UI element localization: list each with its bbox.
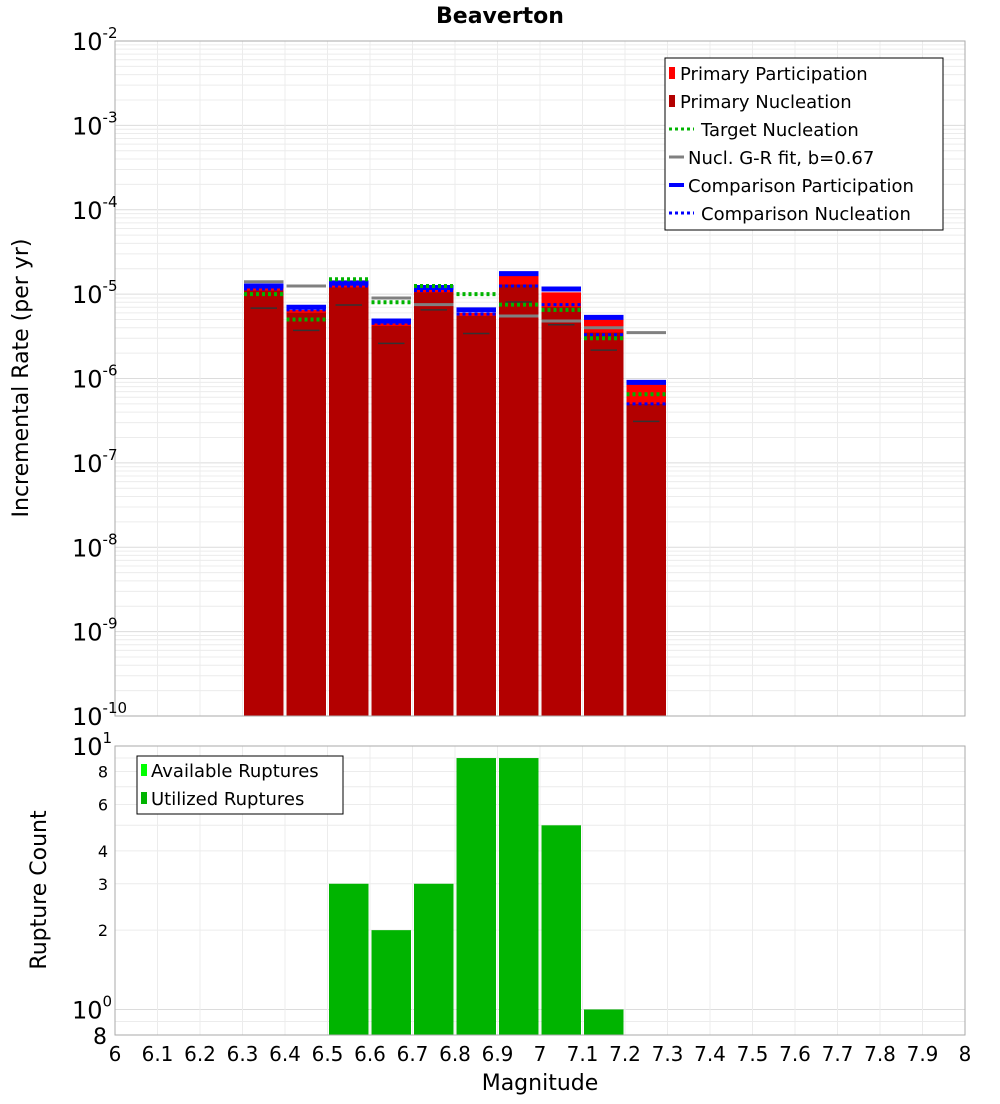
y-tick-label: 10-7 — [72, 446, 118, 478]
legend-label: Primary Nucleation — [680, 92, 852, 113]
bottom-plot-frame — [114, 745, 966, 1036]
bar-primary-nucleation — [244, 290, 284, 716]
y-tick-label: 4 — [98, 842, 108, 861]
x-tick-label: 6.8 — [439, 1042, 471, 1066]
bar-utilized-ruptures — [414, 883, 454, 1035]
legend-label: Utilized Ruptures — [151, 789, 304, 810]
legend-label: Available Ruptures — [151, 761, 319, 782]
x-tick-label: 7.1 — [567, 1042, 599, 1066]
y-tick-label: 10-3 — [72, 108, 118, 140]
bar-primary-nucleation — [329, 287, 369, 716]
bar-primary-nucleation — [456, 316, 496, 716]
top-legend: Primary Participation Primary Nucleation T… — [664, 57, 944, 231]
y-tick-label: 10-2 — [72, 24, 118, 56]
legend-swatch — [141, 764, 147, 776]
y-tick-label: 8 — [93, 1025, 107, 1050]
bar-utilized-ruptures — [499, 758, 539, 1035]
x-tick-label: 6.5 — [312, 1042, 344, 1066]
x-tick-label: 7.6 — [779, 1042, 811, 1066]
x-tick-label: 6.7 — [397, 1042, 429, 1066]
y-tick-label: 10-4 — [72, 193, 118, 225]
top-bars — [244, 275, 666, 716]
x-tick-label: 6.4 — [269, 1042, 301, 1066]
chart-title: Beaverton — [436, 4, 564, 29]
x-tick-label: 7.4 — [694, 1042, 726, 1066]
bar-utilized-ruptures — [584, 1009, 624, 1035]
y-tick-label: 10-9 — [72, 615, 118, 647]
x-tick-label: 6 — [109, 1042, 122, 1066]
bar-utilized-ruptures — [541, 825, 581, 1035]
x-tick-label: 7.9 — [907, 1042, 939, 1066]
bar-primary-nucleation — [541, 307, 581, 716]
x-tick-label: 7.3 — [652, 1042, 684, 1066]
y-tick-label: 10-8 — [72, 530, 118, 562]
x-tick-label: 6.2 — [184, 1042, 216, 1066]
legend-label: Comparison Nucleation — [701, 204, 911, 225]
y-tick-label: 6 — [98, 795, 108, 814]
y-tick-label: 3 — [98, 875, 108, 894]
bar-primary-nucleation — [286, 312, 326, 716]
x-tick-label: 7.2 — [609, 1042, 641, 1066]
x-axis-label: Magnitude — [482, 1071, 599, 1096]
bar-primary-nucleation — [371, 325, 411, 716]
x-tick-label: 6.9 — [482, 1042, 514, 1066]
x-tick-label: 6.6 — [354, 1042, 386, 1066]
x-tick-label: 6.3 — [227, 1042, 259, 1066]
bottom-y-axis-label: Rupture Count — [27, 810, 52, 970]
legend-label: Nucl. G-R fit, b=0.67 — [688, 148, 874, 169]
x-tick-label: 7 — [534, 1042, 547, 1066]
top-lines — [244, 271, 666, 423]
y-tick-label: 10-5 — [72, 277, 118, 309]
bar-utilized-ruptures — [371, 930, 411, 1035]
legend-swatch — [669, 95, 675, 107]
legend-box — [664, 57, 944, 231]
legend-swatch — [669, 67, 675, 79]
bar-primary-nucleation — [584, 332, 624, 716]
bar-utilized-ruptures — [456, 758, 496, 1035]
legend-swatch — [141, 792, 147, 804]
x-tick-label: 7.5 — [737, 1042, 769, 1066]
x-tick-label: 8 — [959, 1042, 972, 1066]
bottom-bars — [329, 758, 624, 1035]
y-tick-label: 101 — [72, 729, 112, 761]
bar-primary-nucleation — [499, 284, 539, 716]
top-plot-frame — [114, 40, 966, 717]
bar-primary-nucleation — [414, 292, 454, 716]
legend-label: Target Nucleation — [700, 120, 859, 141]
legend-label: Primary Participation — [680, 64, 868, 85]
y-tick-label: 2 — [98, 921, 108, 940]
y-tick-label: 10-10 — [72, 699, 127, 731]
top-y-axis-label: Incremental Rate (per yr) — [9, 239, 34, 518]
y-tick-label: 100 — [72, 992, 112, 1024]
x-tick-label: 7.7 — [822, 1042, 854, 1066]
bar-utilized-ruptures — [329, 883, 369, 1035]
y-tick-label: 10-6 — [72, 362, 118, 394]
bottom-legend: Available Ruptures Utilized Ruptures — [136, 755, 344, 815]
top-y-tick-labels: 10-2 10-3 10-4 10-5 10-6 10-7 10-8 10-9 10-10 — [72, 24, 127, 731]
legend-box — [136, 755, 344, 815]
y-tick-label: 8 — [98, 763, 108, 782]
x-tick-labels: 6 6.1 6.2 6.3 6.4 6.5 6.6 6.7 6.8 6.9 7 7.1 7.2 7.3 7.… — [109, 1042, 972, 1066]
legend-label: Comparison Participation — [688, 176, 914, 197]
x-tick-label: 6.1 — [142, 1042, 174, 1066]
bar-primary-nucleation — [626, 403, 666, 716]
x-tick-label: 7.8 — [864, 1042, 896, 1066]
